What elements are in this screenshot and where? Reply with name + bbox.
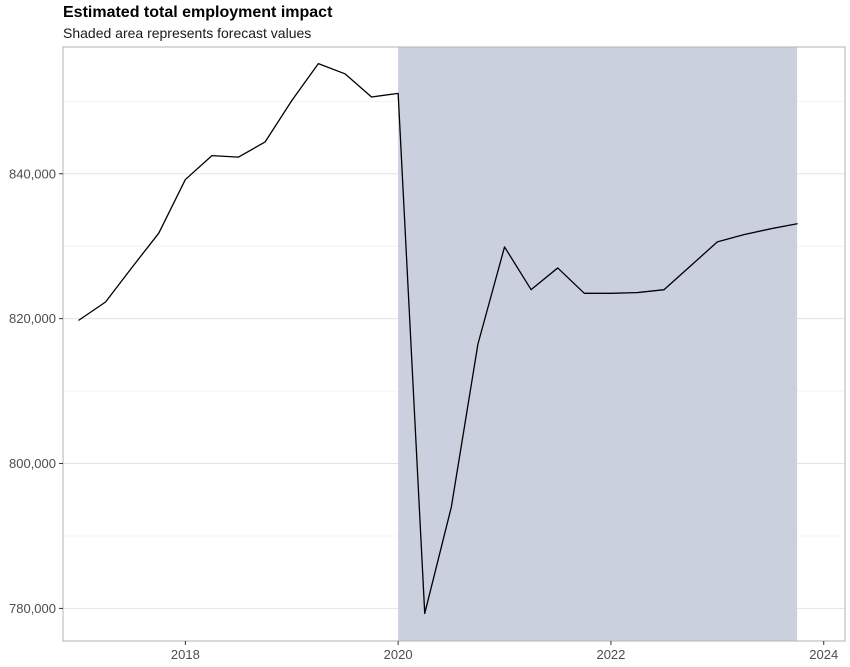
y-tick-label: 820,000 <box>9 311 56 326</box>
series-line <box>78 63 798 615</box>
x-tick-label: 2022 <box>596 647 625 662</box>
forecast-shaded-area <box>398 47 798 641</box>
chart-title: Estimated total employment impact <box>63 4 333 21</box>
y-tick-label: 780,000 <box>9 601 56 616</box>
plot-panel <box>62 46 846 642</box>
y-tick-label: 840,000 <box>9 166 56 181</box>
x-tick-label: 2018 <box>171 647 200 662</box>
y-tick-label: 800,000 <box>9 456 56 471</box>
chart-subtitle: Shaded area represents forecast values <box>63 25 312 41</box>
forecast-region <box>398 47 798 641</box>
x-axis: 2018 2020 2022 2024 <box>171 641 838 662</box>
x-tick-label: 2020 <box>384 647 413 662</box>
y-axis: 780,000 800,000 820,000 840,000 <box>9 166 63 616</box>
x-tick-label: 2024 <box>809 647 838 662</box>
panel-border <box>62 46 846 642</box>
series-lines <box>78 63 798 615</box>
